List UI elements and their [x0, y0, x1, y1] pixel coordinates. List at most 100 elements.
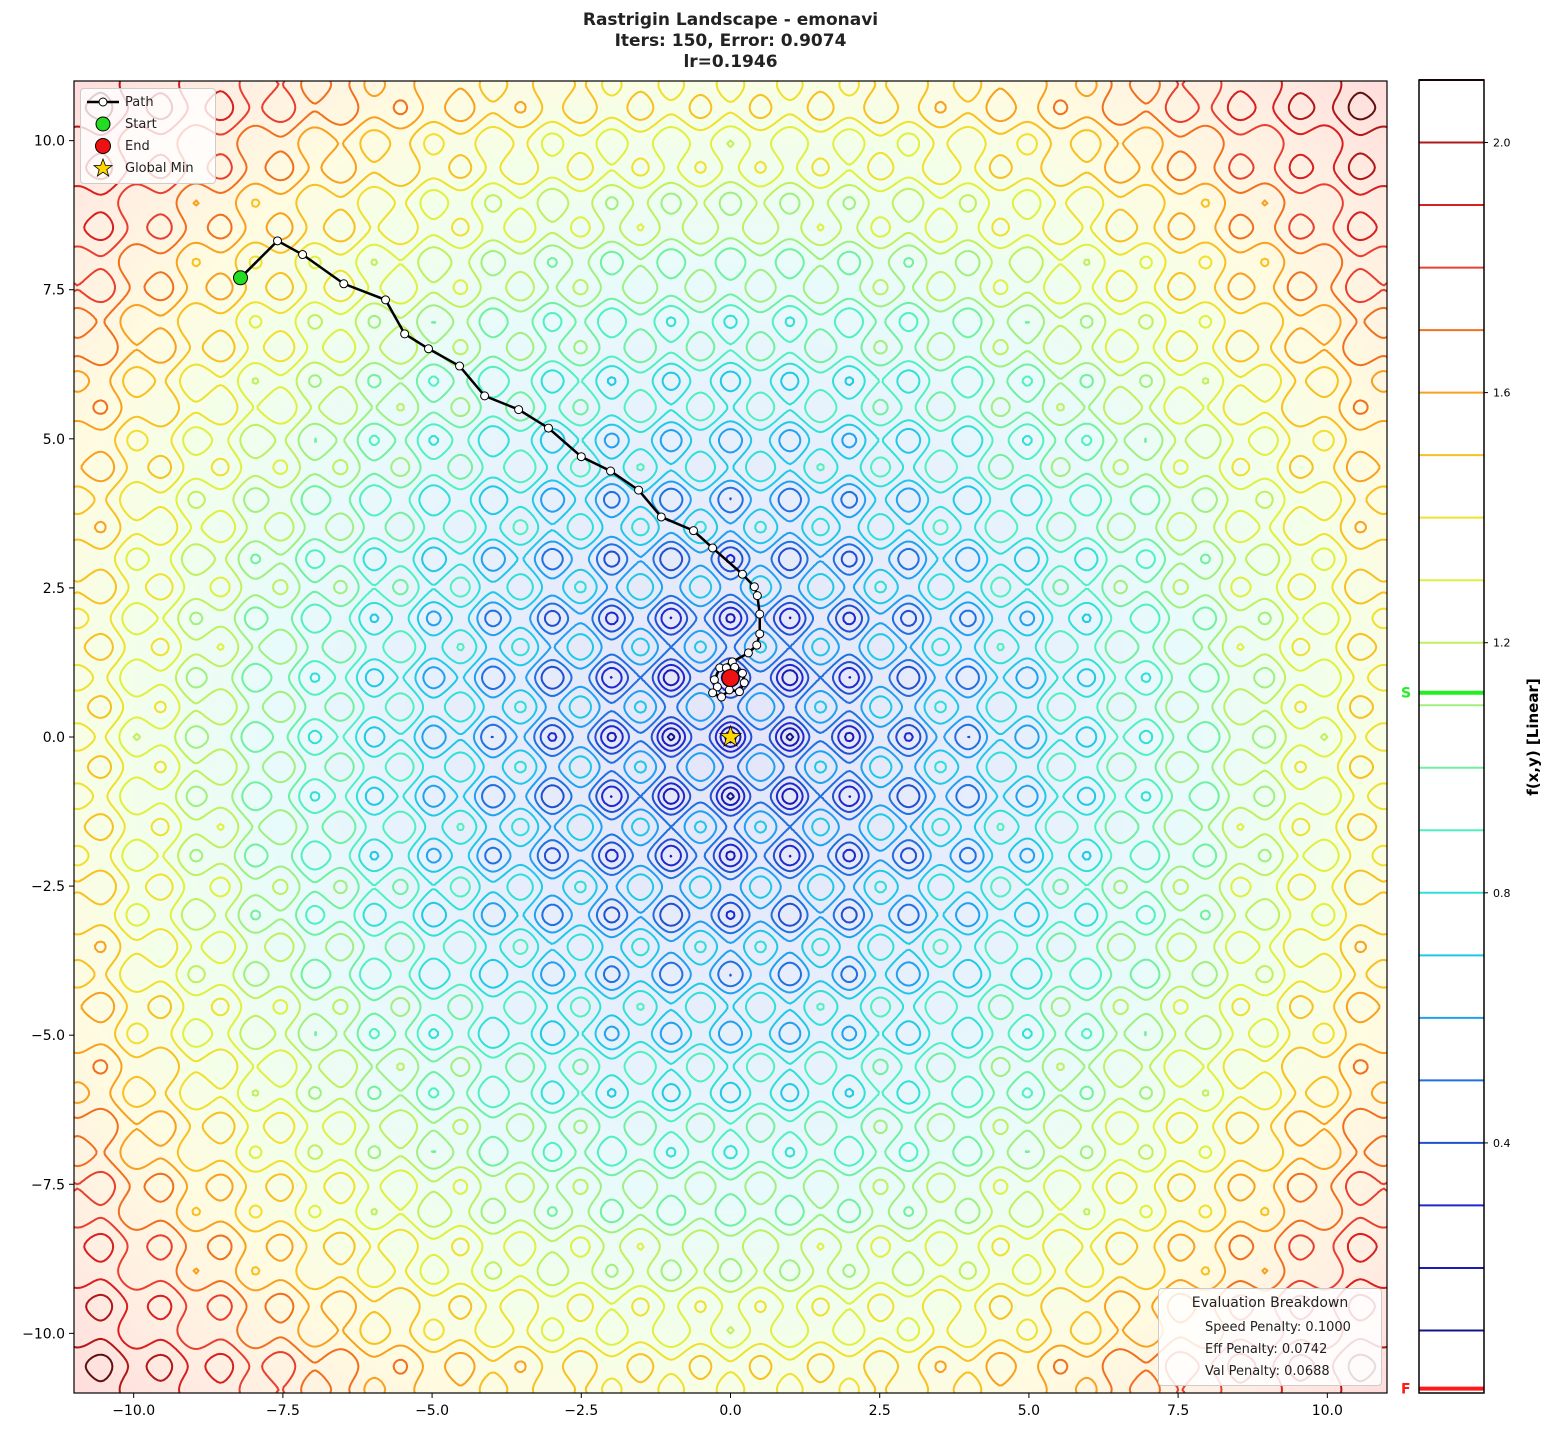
path-point	[424, 344, 434, 354]
legend-label: Start	[125, 116, 157, 132]
legend-item-start: Start	[81, 113, 157, 135]
legend-item-global-min: Global Min	[81, 157, 194, 179]
x-tick-label: 10.0	[1312, 1403, 1343, 1419]
path-point	[734, 687, 744, 697]
y-tick-label: 2.5	[43, 581, 65, 597]
colorbar-label: f(x,y) [Linear]	[1524, 678, 1542, 795]
y-tick-label: 0.0	[43, 730, 65, 746]
legend-item-path: Path	[81, 91, 154, 113]
start-marker-icon	[95, 116, 111, 132]
contour-level-0.2	[606, 613, 855, 861]
path-point	[656, 512, 666, 522]
colorbar-tick-label: 2.0	[1493, 137, 1511, 150]
path-point	[455, 361, 465, 371]
axes: −10.0 −7.5 −5.0 −2.5 0.0 2.5 5.0 7.5 10.0 −10.0 −7…	[22, 134, 1343, 1419]
contour-level-0.8	[307, 314, 1154, 1160]
path-point	[634, 485, 644, 495]
path-line-icon	[87, 97, 119, 107]
path-point	[514, 405, 524, 415]
path-point	[381, 295, 391, 305]
x-tick-label: 7.5	[1167, 1403, 1189, 1419]
eff-penalty: Eff Penalty: 0.0742	[1205, 1342, 1328, 1357]
chart-title: Rastrigin Landscape - emonavi Iters: 150…	[74, 10, 1387, 73]
y-tick-label: −2.5	[31, 879, 65, 895]
y-tick-label: 10.0	[34, 134, 65, 150]
x-tick-label: 5.0	[1018, 1403, 1040, 1419]
path-point	[339, 279, 349, 289]
colorbar: S F 0.4 0.8 1.2 1.6 2.0 f(x,y) [Linear]	[1401, 79, 1542, 1398]
legend-label: Global Min	[125, 160, 194, 176]
colorbar-frame	[1418, 79, 1485, 1394]
path-point	[737, 668, 747, 678]
path-point	[717, 692, 727, 702]
contour-level-1.1	[184, 191, 1277, 1283]
colorbar-marker-label: S	[1401, 686, 1411, 702]
y-tick-label: 7.5	[43, 283, 65, 299]
x-tick-label: −5.0	[415, 1403, 449, 1419]
y-tick-label: −10.0	[22, 1326, 65, 1342]
contour-level-1	[240, 247, 1221, 1227]
contour-level-0.7	[363, 370, 1098, 1104]
title-line-3: lr=0.1946	[683, 52, 778, 72]
contour-level-1.2	[132, 139, 1329, 1335]
y-tick-label: 5.0	[43, 432, 65, 448]
path-point	[708, 543, 718, 553]
end-marker	[721, 668, 740, 687]
colorbar-tick-label: 0.4	[1493, 1137, 1511, 1150]
contour-level-1.5	[74, 81, 1387, 1393]
legend-label: End	[125, 138, 150, 154]
path-point	[743, 648, 753, 658]
contour-level-1.4	[74, 81, 1387, 1393]
x-tick-label: −10.0	[112, 1403, 155, 1419]
path-point	[739, 678, 749, 688]
path-point	[543, 423, 553, 433]
path-point	[606, 466, 616, 476]
path-point	[755, 609, 765, 619]
title-line-1: Rastrigin Landscape - emonavi	[582, 10, 879, 30]
path-point	[712, 682, 722, 692]
speed-penalty: Speed Penalty: 0.1000	[1205, 1320, 1351, 1335]
path-point	[298, 250, 308, 260]
x-tick-label: 2.5	[869, 1403, 891, 1419]
legend-item-end: End	[81, 135, 150, 157]
path-point	[752, 640, 762, 650]
y-tick-label: −7.5	[31, 1177, 65, 1193]
optimizer-path-layer	[233, 236, 765, 747]
colorbar-background	[1419, 80, 1484, 1393]
path-point	[576, 452, 586, 462]
path-point	[755, 629, 765, 639]
legend-label: Path	[125, 94, 154, 110]
path-point	[688, 526, 698, 536]
val-penalty: Val Penalty: 0.0688	[1205, 1364, 1330, 1379]
contour-lines	[74, 81, 1387, 1393]
evaluation-breakdown-box: Evaluation Breakdown Speed Penalty: 0.10…	[1158, 1288, 1382, 1386]
x-tick-label: 0.0	[719, 1403, 741, 1419]
start-marker	[233, 270, 249, 286]
contour-level-0.6	[421, 428, 1040, 1046]
contour-level-0.4	[490, 497, 971, 977]
evaluation-title: Evaluation Breakdown	[1191, 1295, 1349, 1311]
path-point	[724, 685, 734, 695]
contour-level-0.5	[480, 486, 981, 988]
contour-level-0.3	[547, 553, 914, 921]
global-min-star	[718, 724, 743, 747]
path-point	[737, 569, 747, 579]
path-point	[480, 391, 490, 401]
star-icon	[92, 158, 114, 177]
colorbar-marker-label: F	[1401, 1382, 1411, 1398]
path-point	[400, 329, 410, 339]
y-tick-label: −5.0	[31, 1028, 65, 1044]
x-tick-label: −7.5	[266, 1403, 300, 1419]
end-marker-icon	[95, 138, 111, 154]
x-tick-label: −2.5	[564, 1403, 598, 1419]
colorbar-tick-label: 1.2	[1493, 637, 1511, 650]
legend: Path Start End Global Min	[80, 88, 216, 184]
colorbar-tick-label: 0.8	[1493, 887, 1511, 900]
contour-level-1.3	[118, 125, 1343, 1349]
colorbar-tick-label: 1.6	[1493, 387, 1511, 400]
path-point	[708, 688, 718, 698]
title-line-2: Iters: 150, Error: 0.9074	[614, 31, 847, 51]
contour-level-0.9	[297, 304, 1164, 1170]
path-point	[749, 582, 759, 592]
